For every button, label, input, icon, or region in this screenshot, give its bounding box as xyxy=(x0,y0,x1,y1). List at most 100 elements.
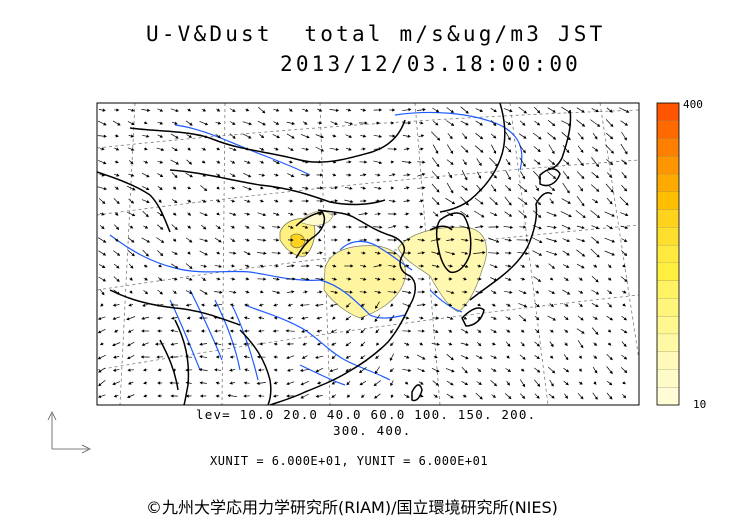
wind-arrow-head xyxy=(391,121,395,125)
wind-arrow-head xyxy=(331,381,335,385)
wind-arrow-head xyxy=(145,213,149,218)
wind-arrow-head xyxy=(522,122,526,126)
wind-arrow-head xyxy=(316,316,320,320)
wind-arrow-head xyxy=(215,394,219,398)
wind-arrow-head xyxy=(143,394,147,398)
korea-peninsula xyxy=(435,212,472,274)
wind-arrow-head xyxy=(290,174,295,178)
wind-arrow-head xyxy=(507,137,511,141)
wind-arrow-head xyxy=(392,134,396,138)
wind-arrow-head xyxy=(451,290,455,295)
wind-arrow-head xyxy=(199,342,203,346)
wind-arrow-head xyxy=(97,394,102,399)
colorbar-step xyxy=(656,120,680,139)
wind-arrow-head xyxy=(160,239,165,243)
wind-arrow-head xyxy=(260,199,264,203)
wind-arrow-head xyxy=(245,147,249,151)
wind-arrow-head xyxy=(551,150,555,155)
wind-arrow-head xyxy=(246,264,250,268)
wind-arrow-head xyxy=(392,173,396,177)
wind-arrow-head xyxy=(157,368,162,372)
wind-arrow-head xyxy=(114,329,118,333)
wind-arrow-head xyxy=(567,200,571,204)
wind-arrow-head xyxy=(334,186,338,190)
wind-arrow-head xyxy=(159,108,164,112)
wind-arrow-head xyxy=(508,202,512,206)
wind-arrow-head xyxy=(537,214,542,218)
map-frame xyxy=(96,102,640,406)
wind-arrow-head xyxy=(393,212,397,216)
wind-arrow-head xyxy=(185,368,189,372)
wind-arrow-head xyxy=(306,264,310,268)
wind-arrow-head xyxy=(160,147,165,151)
wind-arrow-head xyxy=(247,160,251,164)
wind-arrow-head xyxy=(422,160,426,164)
wind-arrow-head xyxy=(479,355,483,359)
wind-arrow-head xyxy=(231,238,236,242)
wind-arrow-head xyxy=(595,226,600,230)
wind-arrow-head xyxy=(290,212,294,216)
wind-arrow-head xyxy=(273,355,277,359)
wind-arrow-head xyxy=(362,147,366,151)
wind-arrow-head xyxy=(595,279,599,283)
wind-arrow-head xyxy=(394,238,398,242)
wind-arrow-head xyxy=(477,329,482,333)
wind-arrow-head xyxy=(390,160,395,164)
wind-arrow-head xyxy=(536,343,540,347)
colorbar-step xyxy=(656,369,680,388)
wind-arrow-head xyxy=(362,186,367,190)
wind-arrow-head xyxy=(595,304,599,308)
wind-arrow-head xyxy=(449,277,453,281)
wind-arrow-head xyxy=(101,225,105,230)
wind-arrow-head xyxy=(537,161,541,165)
wind-arrow-head xyxy=(552,317,557,321)
wind-arrow-head xyxy=(538,226,542,230)
wind-arrow-head xyxy=(147,108,151,112)
wind-arrow-head xyxy=(622,395,627,399)
wind-arrow-head xyxy=(216,108,221,112)
wind-arrow-head xyxy=(509,109,513,113)
wind-arrow-head xyxy=(159,291,163,295)
wind-arrow-head xyxy=(203,264,207,268)
wind-arrow-head xyxy=(204,135,209,139)
wind-arrow-head xyxy=(422,290,426,294)
colorbar-frame xyxy=(656,102,680,406)
wind-arrow-head xyxy=(595,163,600,168)
wind-arrow-head xyxy=(273,368,277,372)
wind-arrow-head xyxy=(360,343,364,347)
wind-arrow-head xyxy=(625,202,629,206)
wind-arrow-head xyxy=(185,381,189,385)
wind-arrow-head xyxy=(345,343,349,347)
wind-arrow-head xyxy=(216,173,221,177)
wind-arrow-head xyxy=(508,251,512,255)
wind-arrow-head xyxy=(185,303,190,307)
wind-arrow-head xyxy=(187,147,191,151)
wind-arrow-head xyxy=(185,329,189,333)
wind-arrow-head xyxy=(436,176,440,180)
wind-arrow-head xyxy=(521,395,526,399)
wind-arrow-head xyxy=(112,316,116,320)
wind-arrow-head xyxy=(318,121,323,125)
wind-arrow-head xyxy=(305,186,309,190)
wind-arrow-head xyxy=(493,122,497,127)
wind-arrow-head xyxy=(450,150,454,155)
wind-arrow-head xyxy=(465,342,469,346)
wind-arrow-head xyxy=(170,342,174,346)
wind-arrow-head xyxy=(406,186,410,190)
wind-arrow-head xyxy=(185,394,189,398)
wind-arrow-head xyxy=(189,291,193,295)
wind-arrow-head xyxy=(609,136,614,140)
wind-arrow-head xyxy=(536,122,541,126)
wind-arrow-head xyxy=(406,342,410,346)
wind-arrow-head xyxy=(291,121,296,125)
wind-arrow-head xyxy=(407,238,411,242)
wind-arrow-head xyxy=(350,199,354,204)
wind-arrow-head xyxy=(332,173,337,177)
wind-arrow-head xyxy=(579,303,583,307)
colorbar-step xyxy=(656,316,680,335)
wind-arrow-head xyxy=(421,251,426,255)
wind-arrow-head xyxy=(345,355,349,359)
wind-arrow-head xyxy=(536,304,540,308)
wind-arrow-head xyxy=(420,121,424,125)
